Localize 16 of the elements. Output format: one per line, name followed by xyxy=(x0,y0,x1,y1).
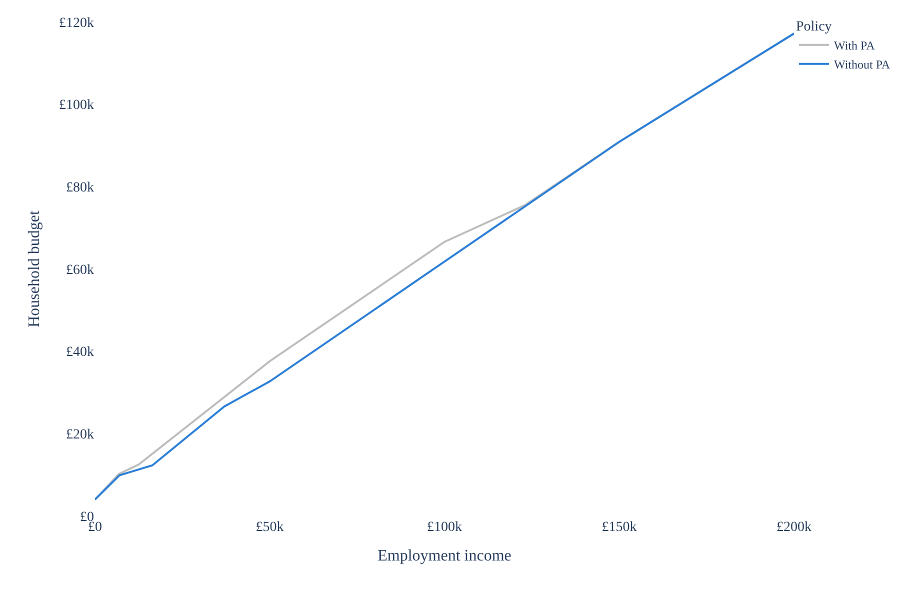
x-tick-label: £200k xyxy=(776,520,812,535)
x-tick-label: £50k xyxy=(256,520,284,535)
legend-label: Without PA xyxy=(834,58,890,72)
y-tick-label: £80k xyxy=(66,180,94,196)
legend-title: Policy xyxy=(796,19,832,34)
legend-label: With PA xyxy=(834,38,876,52)
y-tick-label: £100k xyxy=(59,98,94,114)
y-tick-label: £40k xyxy=(66,345,94,360)
y-tick-label: £20k xyxy=(66,428,94,443)
y-axis-title: Household budget xyxy=(26,210,43,328)
x-axis-title: Employment income xyxy=(378,548,512,565)
x-tick-label: £150k xyxy=(602,520,637,535)
y-tick-label: £120k xyxy=(59,16,94,31)
line-series xyxy=(95,32,794,501)
x-tick-label: £100k xyxy=(427,520,462,535)
y-tick-label: £60k xyxy=(66,262,94,278)
